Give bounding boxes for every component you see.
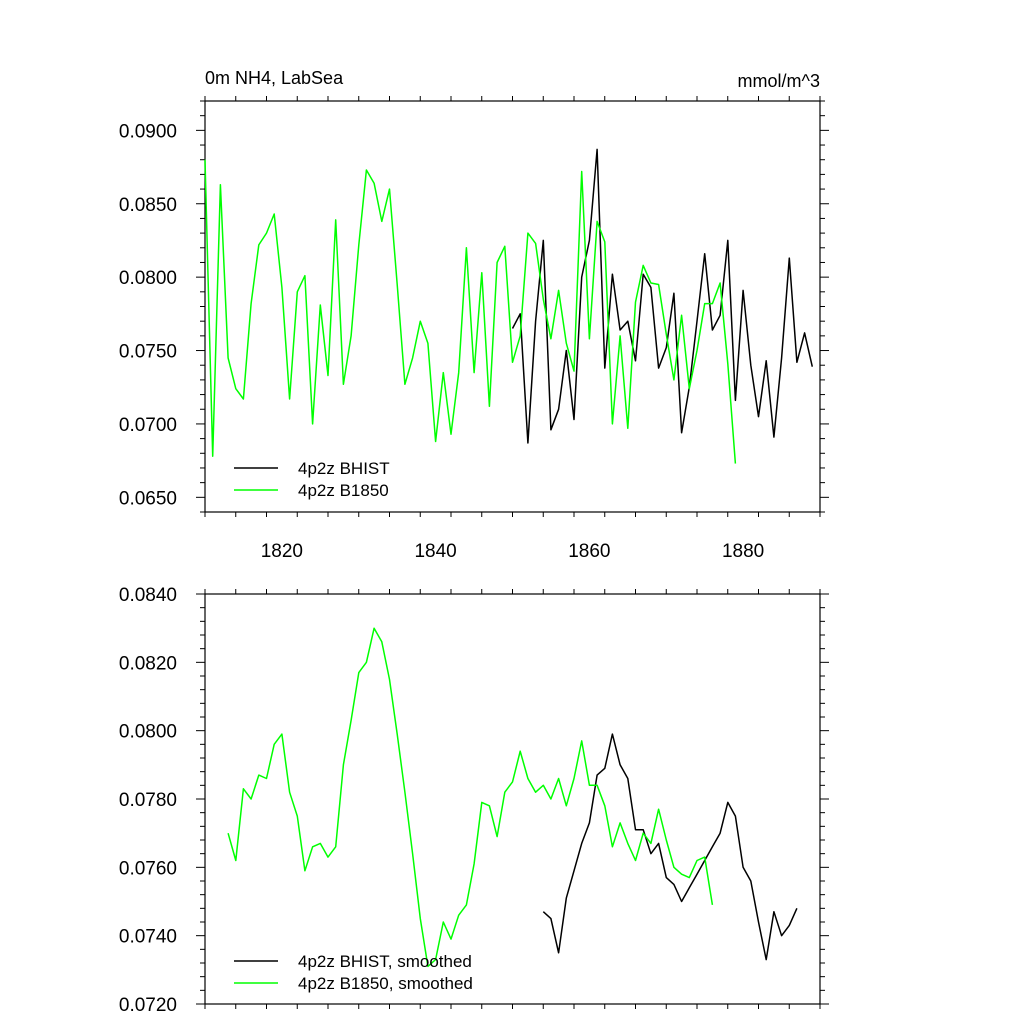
panel-title-left: 0m NH4, LabSea (205, 68, 344, 88)
y-tick-label: 0.0740 (119, 927, 177, 948)
y-tick-label: 0.0800 (119, 268, 177, 289)
x-tick-label: 1860 (568, 541, 610, 562)
plot-frame (204, 100, 821, 513)
series-line-4p2z-b1850 (204, 159, 737, 464)
x-tick-label: 1880 (722, 541, 764, 562)
y-tick-label: 0.0780 (119, 790, 177, 811)
top-panel: 0m NH4, LabSea mmol/m^3 1820 1840 1860 1880… (119, 68, 829, 562)
x-tick-label: 1820 (261, 541, 303, 562)
plot-frame (204, 593, 821, 1005)
y-tick-label: 0.0850 (119, 195, 177, 216)
y-tick-label: 0.0720 (119, 995, 177, 1016)
series-line-4p2z-b1850-smoothed (227, 627, 714, 968)
legend-label: 4p2z B1850, smoothed (298, 974, 473, 993)
y-tick-label: 0.0840 (119, 585, 177, 606)
legend-label: 4p2z B1850 (298, 481, 389, 500)
series-line-4p2z-bhist (511, 148, 814, 444)
panel-title-right: mmol/m^3 (738, 71, 820, 91)
y-tick-label: 0.0820 (119, 653, 177, 674)
legend-label: 4p2z BHIST (298, 459, 390, 478)
y-tick-label: 0.0650 (119, 488, 177, 509)
bottom-panel: 0.0720 0.0740 0.0760 0.0780 0.0800 0.0820 0.08… (119, 585, 829, 1016)
legend-label: 4p2z BHIST, smoothed (298, 952, 472, 971)
y-tick-label: 0.0900 (119, 121, 177, 142)
y-tick-label: 0.0750 (119, 342, 177, 363)
y-tick-label: 0.0800 (119, 722, 177, 743)
y-tick-label: 0.0700 (119, 415, 177, 436)
series-line-4p2z-bhist-smoothed (542, 733, 798, 961)
x-tick-label: 1840 (414, 541, 456, 562)
y-tick-label: 0.0760 (119, 858, 177, 879)
